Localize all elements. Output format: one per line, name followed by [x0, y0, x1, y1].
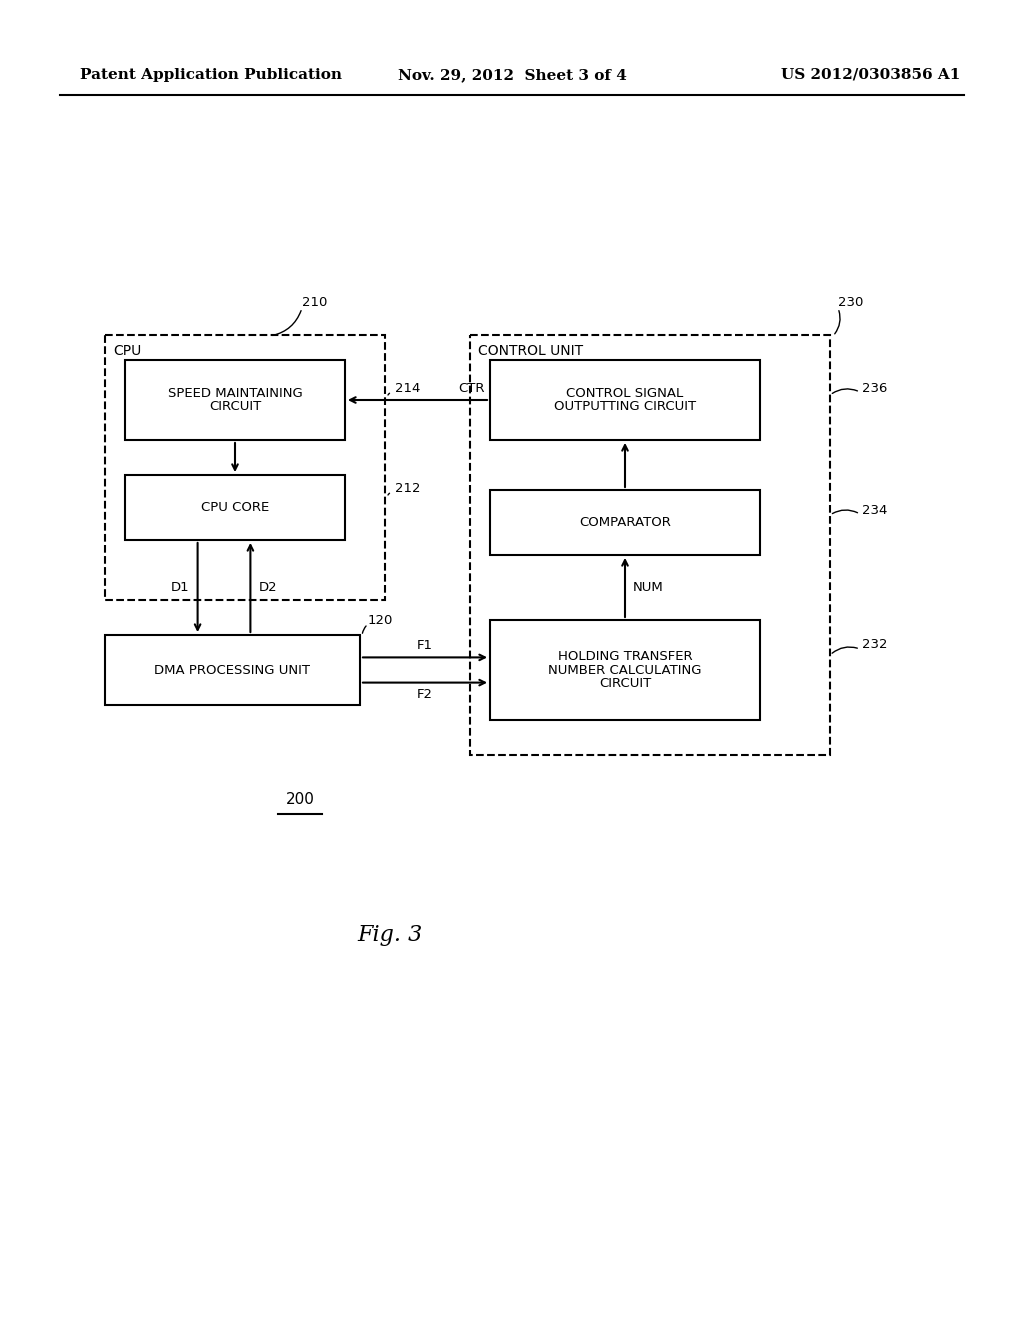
Text: CONTROL UNIT: CONTROL UNIT — [478, 345, 583, 358]
Text: OUTPUTTING CIRCUIT: OUTPUTTING CIRCUIT — [554, 400, 696, 413]
Bar — [105, 635, 360, 705]
Text: CONTROL SIGNAL: CONTROL SIGNAL — [566, 387, 684, 400]
Text: 232: 232 — [862, 639, 888, 652]
Text: CPU CORE: CPU CORE — [201, 502, 269, 513]
Text: SPEED MAINTAINING: SPEED MAINTAINING — [168, 387, 302, 400]
Text: HOLDING TRANSFER: HOLDING TRANSFER — [558, 651, 692, 663]
Text: F1: F1 — [417, 639, 433, 652]
Bar — [125, 475, 345, 540]
Text: 234: 234 — [862, 503, 888, 516]
Text: F2: F2 — [417, 688, 433, 701]
Bar — [490, 620, 760, 719]
Text: US 2012/0303856 A1: US 2012/0303856 A1 — [780, 69, 961, 82]
Text: CIRCUIT: CIRCUIT — [599, 677, 651, 690]
Bar — [490, 490, 760, 554]
Bar — [470, 335, 830, 755]
Text: 120: 120 — [368, 614, 393, 627]
Text: 230: 230 — [838, 297, 863, 309]
Bar — [490, 360, 760, 440]
Text: NUMBER CALCULATING: NUMBER CALCULATING — [548, 664, 701, 676]
Text: 200: 200 — [286, 792, 314, 808]
Bar — [125, 360, 345, 440]
Text: CPU: CPU — [113, 345, 141, 358]
Text: DMA PROCESSING UNIT: DMA PROCESSING UNIT — [155, 664, 310, 676]
Text: NUM: NUM — [633, 581, 664, 594]
Bar — [105, 335, 385, 601]
Text: 236: 236 — [862, 381, 888, 395]
Text: 210: 210 — [302, 297, 328, 309]
Text: CIRCUIT: CIRCUIT — [209, 400, 261, 413]
Text: Nov. 29, 2012  Sheet 3 of 4: Nov. 29, 2012 Sheet 3 of 4 — [397, 69, 627, 82]
Text: Fig. 3: Fig. 3 — [357, 924, 423, 946]
Text: D1: D1 — [170, 581, 188, 594]
Text: 214: 214 — [395, 381, 421, 395]
Text: 212: 212 — [395, 482, 421, 495]
Text: Patent Application Publication: Patent Application Publication — [80, 69, 342, 82]
Text: COMPARATOR: COMPARATOR — [579, 516, 671, 529]
Text: CTR: CTR — [459, 381, 485, 395]
Text: D2: D2 — [259, 581, 278, 594]
